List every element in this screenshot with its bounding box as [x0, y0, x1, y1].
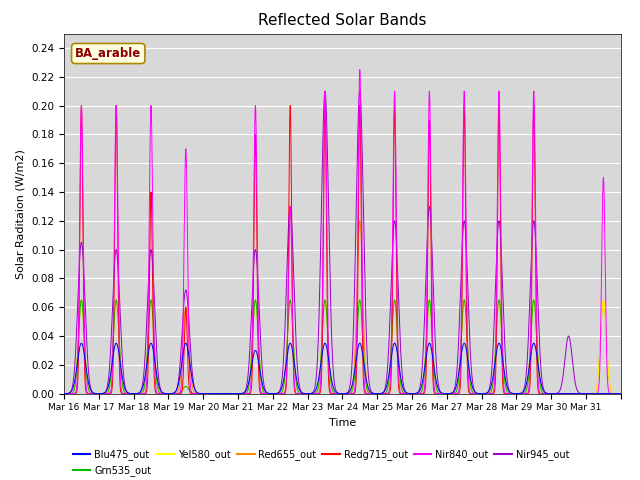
Title: Reflected Solar Bands: Reflected Solar Bands	[258, 13, 427, 28]
X-axis label: Time: Time	[329, 418, 356, 428]
Text: BA_arable: BA_arable	[75, 47, 141, 60]
Legend: Blu475_out, Grn535_out, Yel580_out, Red655_out, Redg715_out, Nir840_out, Nir945_: Blu475_out, Grn535_out, Yel580_out, Red6…	[69, 445, 573, 480]
Y-axis label: Solar Raditaion (W/m2): Solar Raditaion (W/m2)	[15, 149, 26, 278]
